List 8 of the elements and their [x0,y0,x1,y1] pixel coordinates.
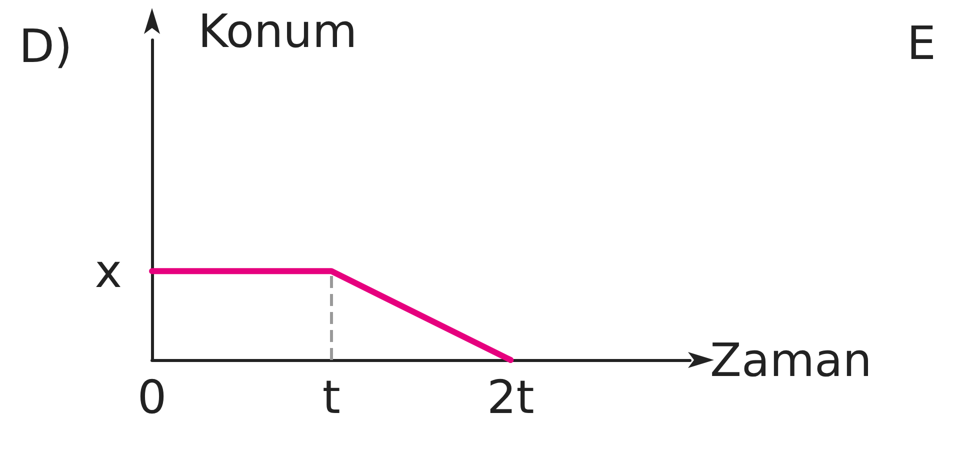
x-tick-label: 0 [137,370,167,424]
x-tick-label: 2t [487,370,534,424]
x-axis-title: Zaman [710,333,872,387]
chart-title: D) [19,19,72,73]
text: E [906,16,936,70]
y-axis-title: Konum [198,4,358,58]
annotation: x [94,244,122,298]
x-tick-label: t [322,370,340,424]
